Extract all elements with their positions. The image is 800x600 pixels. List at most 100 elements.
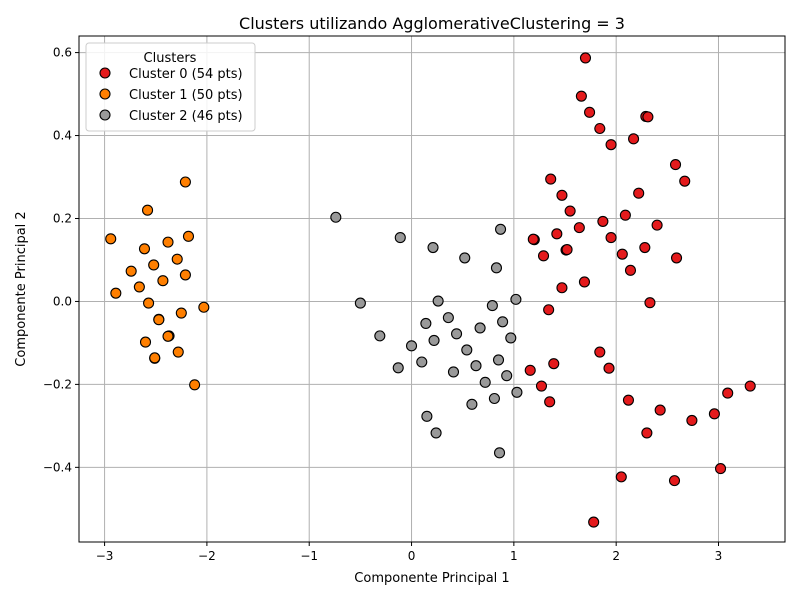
cluster-1-point: [139, 336, 152, 348]
cluster-1-point: [179, 269, 191, 281]
cluster-0-point: [619, 209, 631, 221]
legend-label-cluster-1: Cluster 1 (50 pts): [129, 88, 243, 103]
cluster-0-point: [628, 133, 640, 145]
legend-marker-cluster-0: [99, 67, 111, 79]
x-axis-label: Componente Principal 1: [354, 571, 509, 586]
cluster-2-point: [394, 232, 406, 244]
cluster-0-point: [545, 173, 557, 185]
legend-marker-cluster-1: [99, 88, 111, 100]
cluster-0-point: [668, 475, 681, 487]
cluster-1-point: [105, 233, 117, 245]
legend-items: Cluster 0 (54 pts) Cluster 1 (50 pts) Clus…: [99, 67, 243, 124]
cluster-0-point: [615, 471, 627, 483]
x-tick-label: −3: [96, 549, 114, 563]
cluster-1-point: [198, 301, 210, 313]
cluster-1-point: [162, 330, 174, 342]
cluster-2-point: [492, 354, 505, 366]
cluster-2-point: [495, 223, 507, 235]
cluster-1-point: [149, 352, 161, 364]
y-tick-label: −0.4: [43, 460, 72, 474]
cluster-1-point: [148, 259, 160, 271]
cluster-0-point: [543, 304, 555, 316]
cluster-1-point: [172, 346, 184, 358]
cluster-2-point: [479, 376, 491, 388]
x-tick-label: 2: [612, 549, 620, 563]
cluster-1-point: [133, 281, 145, 293]
cluster-0-point: [575, 90, 587, 102]
cluster-0-point: [527, 233, 539, 245]
cluster-0-point: [633, 187, 645, 199]
y-tick-label: 0.0: [53, 294, 72, 308]
cluster-0-point: [708, 408, 720, 420]
cluster-1-point: [157, 275, 169, 287]
cluster-0-point: [654, 404, 666, 416]
cluster-2-point: [488, 392, 500, 405]
cluster-0-point: [722, 387, 734, 399]
cluster-0-point: [594, 346, 606, 358]
cluster-0-point: [669, 159, 682, 171]
cluster-2-point: [493, 447, 506, 459]
legend-label-cluster-0: Cluster 0 (54 pts): [129, 67, 243, 82]
cluster-2-point: [427, 241, 439, 254]
x-tick-label: 3: [715, 549, 723, 563]
cluster-2-point: [461, 344, 473, 356]
x-axis-ticks: −3 −2 −1 0 1 2 3: [96, 542, 723, 563]
x-tick-label: −1: [300, 549, 318, 563]
plot-frame: [78, 35, 786, 543]
cluster-2-point: [428, 334, 440, 346]
cluster-0-point: [597, 215, 609, 227]
cluster-2-point: [432, 295, 444, 307]
cluster-0-point: [686, 414, 698, 427]
x-tick-label: 1: [510, 549, 518, 563]
cluster-2-point: [442, 312, 454, 324]
data-points: [105, 52, 756, 528]
cluster-1-point: [142, 204, 154, 216]
cluster-1-point: [143, 297, 155, 309]
cluster-2-point: [470, 360, 482, 372]
cluster-0-point: [556, 282, 568, 294]
cluster-0-point: [584, 106, 596, 118]
y-tick-label: 0.2: [53, 211, 72, 225]
cluster-2-point: [459, 252, 471, 264]
cluster-2-point: [486, 300, 498, 312]
cluster-1-point: [182, 230, 195, 242]
chart-title: Clusters utilizando AgglomerativeCluster…: [239, 14, 625, 33]
cluster-0-point: [622, 394, 635, 406]
cluster-0-point: [641, 427, 653, 439]
y-tick-label: −0.2: [43, 377, 72, 391]
cluster-1-point: [175, 307, 187, 319]
cluster-0-point: [551, 228, 563, 240]
cluster-2-point: [490, 262, 503, 274]
cluster-0-point: [588, 516, 600, 528]
cluster-2-point: [447, 366, 460, 378]
y-axis-ticks: −0.4 −0.2 0.0 0.2 0.4 0.6: [43, 46, 79, 474]
cluster-0-point: [561, 244, 573, 256]
cluster-2-point: [420, 317, 432, 329]
cluster-0-point: [651, 219, 663, 231]
cluster-2-point: [497, 316, 509, 328]
y-axis-label: Componente Principal 2: [14, 211, 29, 366]
x-tick-label: −2: [198, 549, 216, 563]
cluster-0-point: [679, 175, 691, 187]
legend-title: Clusters: [144, 51, 197, 66]
cluster-2-point: [505, 332, 517, 344]
cluster-0-point: [573, 222, 585, 234]
cluster-1-point: [125, 265, 137, 277]
cluster-0-point: [616, 248, 628, 260]
cluster-1-point: [138, 243, 151, 255]
cluster-2-point: [416, 356, 428, 368]
x-tick-label: 0: [408, 549, 416, 563]
cluster-0-point: [644, 297, 656, 309]
cluster-0-point: [594, 122, 606, 135]
cluster-0-point: [544, 396, 556, 408]
cluster-2-point: [354, 297, 366, 309]
cluster-0-point: [537, 250, 550, 262]
cluster-2-point: [430, 427, 442, 439]
cluster-1-point: [171, 253, 183, 265]
cluster-1-point: [179, 176, 191, 188]
cluster-2-point: [451, 328, 463, 340]
legend-box: [85, 42, 256, 132]
cluster-2-point: [374, 330, 386, 342]
cluster-0-point: [578, 276, 591, 288]
cluster-0-point: [548, 358, 560, 370]
